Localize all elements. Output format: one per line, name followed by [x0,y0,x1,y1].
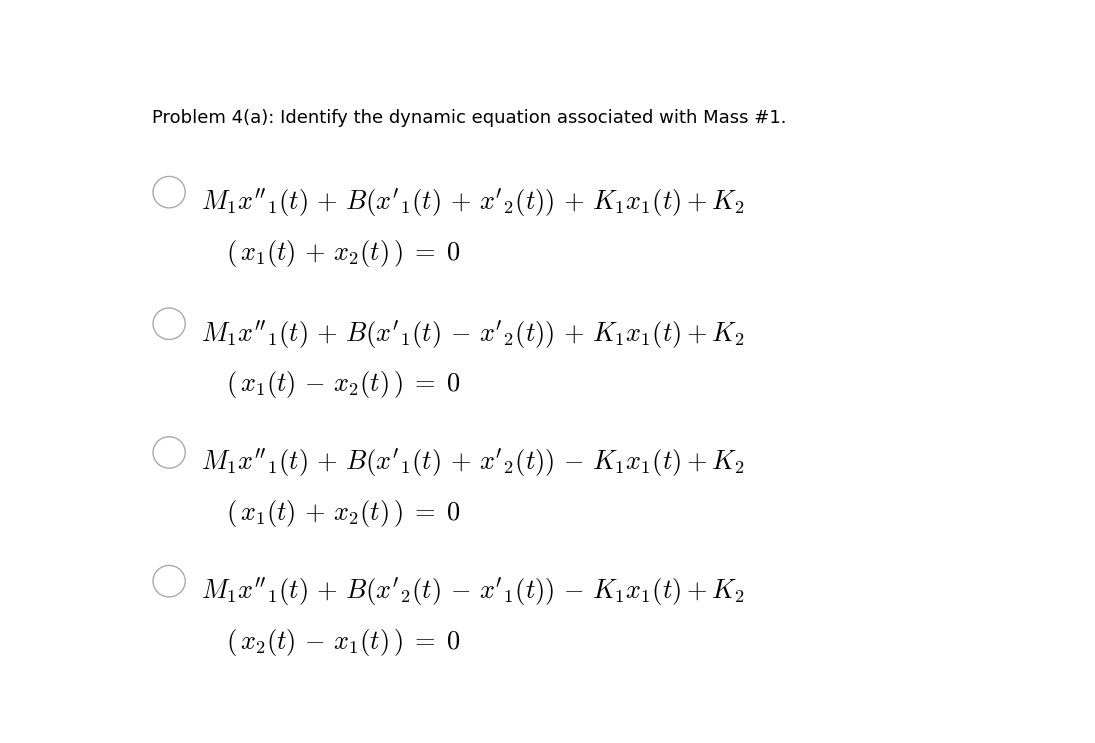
Text: $M_1x''_1(t)\, +\, B(x'_1(t)\, -\, x'_2(t))\, +\, K_1x_1(t) + K_2$: $M_1x''_1(t)\, +\, B(x'_1(t)\, -\, x'_2(… [200,318,744,351]
Text: $( \, x_1(t)\, +\, x_2(t) \, ) \; = \; 0$: $( \, x_1(t)\, +\, x_2(t) \, ) \; = \; 0… [226,499,460,529]
Text: Problem 4(a): Identify the dynamic equation associated with Mass #1.: Problem 4(a): Identify the dynamic equat… [152,109,786,127]
Text: $( \, x_1(t)\, -\, x_2(t) \, ) \; = \; 0$: $( \, x_1(t)\, -\, x_2(t) \, ) \; = \; 0… [226,369,460,400]
Text: $( \, x_2(t)\, -\, x_1(t) \, ) \; = \; 0$: $( \, x_2(t)\, -\, x_1(t) \, ) \; = \; 0… [226,627,460,658]
Text: $M_1x''_1(t)\, +\, B(x'_1(t)\, +\, x'_2(t))\, -\, K_1x_1(t) + K_2$: $M_1x''_1(t)\, +\, B(x'_1(t)\, +\, x'_2(… [200,447,744,479]
Text: $( \, x_1(t)\, +\, x_2(t) \, ) \; = \; 0$: $( \, x_1(t)\, +\, x_2(t) \, ) \; = \; 0… [226,238,460,269]
Text: $M_1x''_1(t)\, +\, B(x'_2(t)\, -\, x'_1(t))\, -\, K_1x_1(t) + K_2$: $M_1x''_1(t)\, +\, B(x'_2(t)\, -\, x'_1(… [200,575,744,608]
Text: $M_1x''_1(t)\, +\, B(x'_1(t)\, +\, x'_2(t))\, +\, K_1x_1(t) + K_2$: $M_1x''_1(t)\, +\, B(x'_1(t)\, +\, x'_2(… [200,186,744,219]
